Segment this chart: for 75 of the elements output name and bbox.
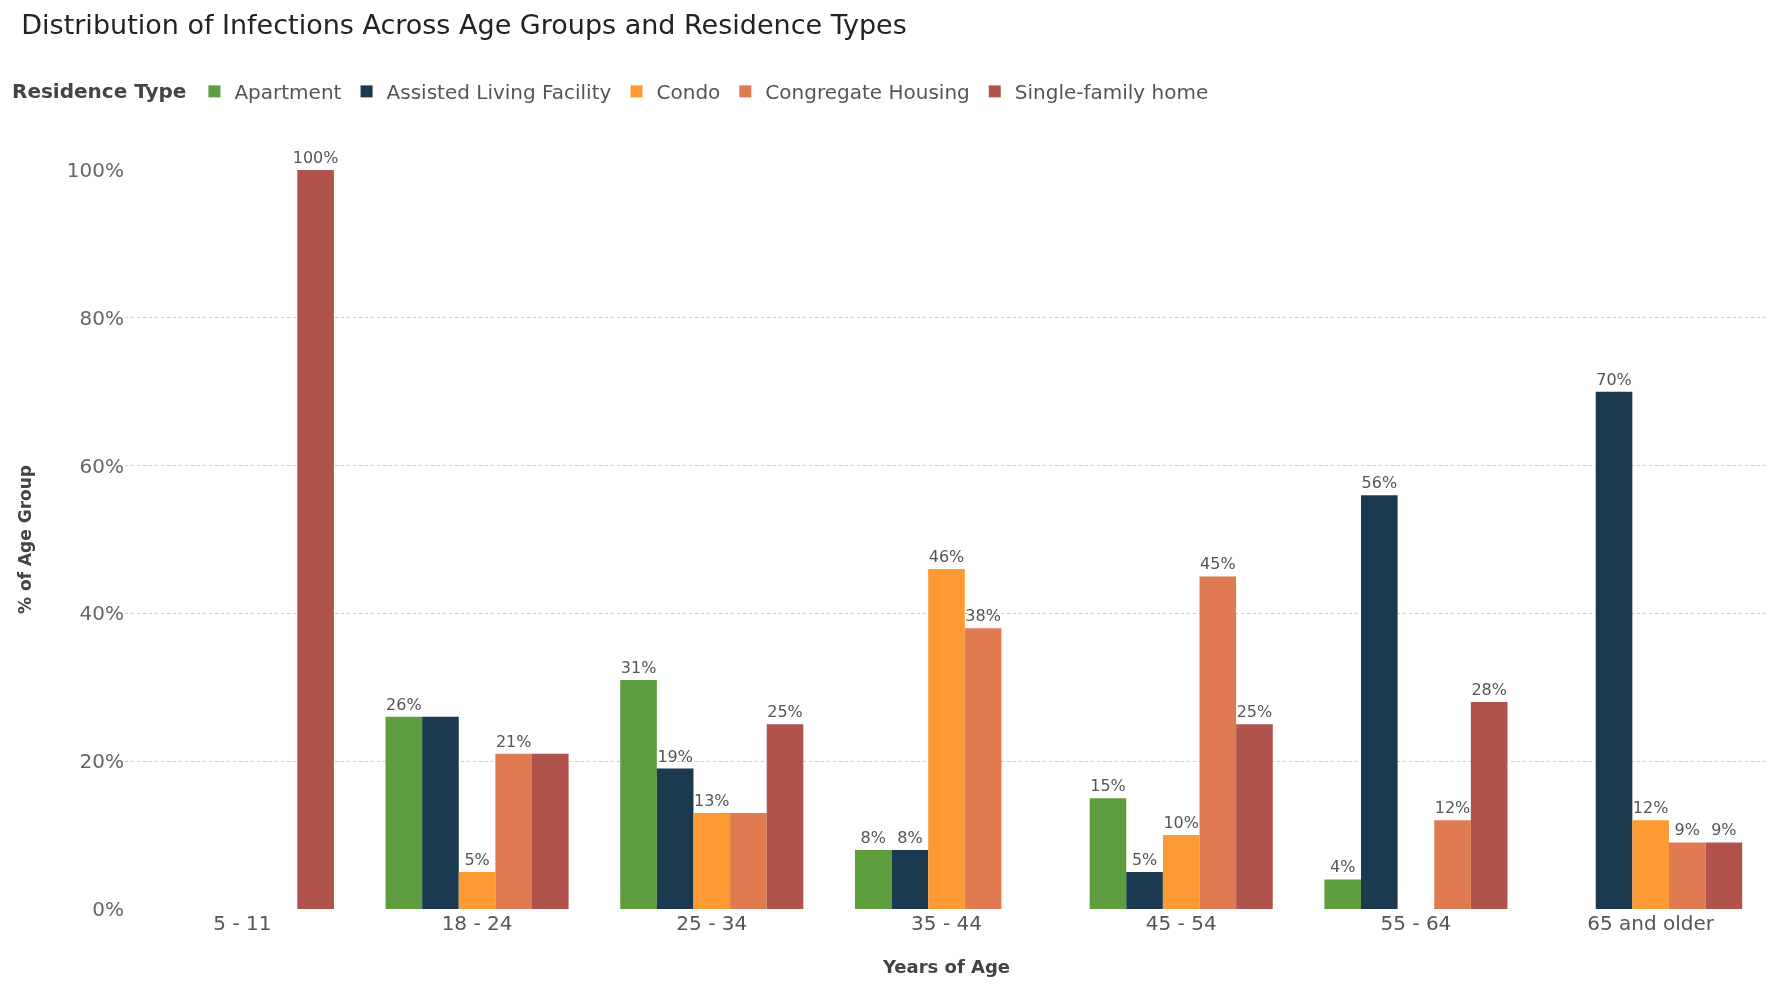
legend-label: Condo bbox=[656, 80, 721, 105]
bar bbox=[928, 569, 965, 909]
data-label: 15% bbox=[1090, 776, 1126, 796]
x-tick-label: 35 - 44 bbox=[911, 911, 982, 935]
bar bbox=[1236, 724, 1273, 909]
data-label: 70% bbox=[1596, 369, 1632, 389]
data-label: 10% bbox=[1163, 813, 1199, 833]
data-label: 38% bbox=[965, 606, 1001, 626]
data-label: 21% bbox=[495, 731, 532, 751]
data-label: 13% bbox=[694, 790, 730, 810]
y-tick-label: 0% bbox=[92, 897, 124, 921]
bar bbox=[1595, 391, 1633, 909]
bar bbox=[385, 716, 423, 909]
data-label: 8% bbox=[897, 827, 923, 847]
data-label: 12% bbox=[1632, 798, 1669, 818]
bar bbox=[620, 679, 657, 909]
bar bbox=[656, 768, 694, 909]
bar bbox=[1434, 820, 1471, 909]
data-label: 25% bbox=[767, 702, 803, 722]
x-tick-label: 25 - 34 bbox=[676, 911, 748, 935]
legend-label: Assisted Living Facility bbox=[386, 80, 612, 105]
bar bbox=[1632, 820, 1669, 909]
data-label: 8% bbox=[860, 827, 886, 847]
x-tick-label: 65 and older bbox=[1587, 911, 1715, 935]
bar bbox=[964, 628, 1002, 909]
bar bbox=[1668, 842, 1706, 909]
bar bbox=[854, 849, 892, 909]
data-label: 4% bbox=[1330, 857, 1356, 877]
data-label: 100% bbox=[292, 148, 339, 167]
x-tick-label: 55 - 64 bbox=[1380, 911, 1452, 935]
x-tick-label: 45 - 54 bbox=[1145, 911, 1217, 935]
x-tick-label: 5 - 11 bbox=[213, 911, 272, 935]
bar bbox=[297, 170, 334, 909]
chart-title: Distribution of Infections Across Age Groups and Residence Types bbox=[21, 8, 907, 40]
bar bbox=[1126, 872, 1163, 909]
data-label: 28% bbox=[1471, 680, 1507, 700]
legend-label: Apartment bbox=[234, 80, 342, 105]
y-tick-label: 20% bbox=[79, 749, 124, 774]
data-label: 5% bbox=[464, 850, 490, 870]
data-label: 56% bbox=[1361, 473, 1398, 493]
data-label: 12% bbox=[1434, 798, 1471, 818]
bar bbox=[730, 812, 767, 909]
y-tick-label: 60% bbox=[79, 453, 124, 478]
data-label: 19% bbox=[657, 746, 693, 766]
data-label: 25% bbox=[1236, 702, 1273, 722]
y-axis-title: % of Age Group bbox=[15, 464, 36, 615]
bar bbox=[458, 872, 496, 909]
legend-label: Single-family home bbox=[1014, 80, 1209, 105]
data-label: 45% bbox=[1200, 554, 1236, 574]
legend-title: Residence Type bbox=[11, 78, 187, 103]
data-label: 31% bbox=[620, 657, 657, 677]
bar bbox=[1705, 842, 1743, 909]
bar bbox=[422, 716, 459, 909]
bar bbox=[1199, 576, 1237, 909]
bar bbox=[531, 753, 569, 909]
y-tick-label: 40% bbox=[79, 601, 124, 626]
bar bbox=[1361, 495, 1398, 909]
legend-label: Congregate Housing bbox=[765, 80, 970, 105]
bar bbox=[1470, 702, 1508, 909]
data-label: 9% bbox=[1711, 820, 1737, 840]
x-tick-label: 18 - 24 bbox=[441, 911, 513, 935]
x-axis-title: Years of Age bbox=[881, 956, 1011, 977]
bar bbox=[1324, 879, 1362, 909]
bar bbox=[891, 849, 929, 909]
bar bbox=[766, 724, 804, 909]
data-label: 46% bbox=[928, 547, 965, 567]
bar bbox=[693, 812, 731, 909]
bar bbox=[495, 753, 532, 909]
data-label: 5% bbox=[1131, 850, 1158, 870]
y-tick-label: 80% bbox=[79, 305, 124, 330]
bar bbox=[1162, 835, 1200, 909]
data-label: 26% bbox=[386, 694, 422, 714]
data-label: 9% bbox=[1674, 820, 1700, 840]
bar bbox=[1089, 798, 1127, 909]
y-tick-label: 100% bbox=[66, 158, 124, 182]
